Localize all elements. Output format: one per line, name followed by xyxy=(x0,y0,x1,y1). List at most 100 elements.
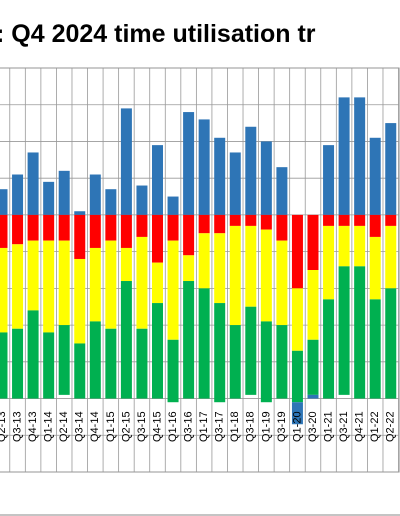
chart-title: : Q4 2024 time utilisation tr xyxy=(0,20,316,48)
bar-segment xyxy=(307,394,319,399)
bar-segment xyxy=(229,152,241,215)
bar-segment xyxy=(43,181,55,215)
bar-segment xyxy=(89,321,101,399)
bar-segment xyxy=(276,240,288,326)
bar-segment xyxy=(260,321,272,403)
bar-segment xyxy=(12,244,24,329)
x-tick-label: Q3-17 xyxy=(214,411,226,442)
bar-segment xyxy=(152,214,163,263)
bar-segment xyxy=(74,258,86,344)
bar-segment xyxy=(198,214,210,234)
bar-segment xyxy=(307,339,319,395)
bar-segment xyxy=(152,262,163,304)
x-tick-label: Q3-15 xyxy=(136,411,148,442)
bar-segment xyxy=(214,233,226,304)
x-tick-label: Q1-22 xyxy=(369,411,381,442)
x-tick-label: Q3-13 xyxy=(11,411,23,442)
bar-segment xyxy=(105,240,117,329)
x-tick-label: Q1-21 xyxy=(322,411,334,442)
bar-segment xyxy=(307,214,319,270)
bar-segment xyxy=(167,339,179,403)
x-tick-label: Q1-19 xyxy=(260,411,272,442)
bar-segment xyxy=(120,214,132,248)
bar-segment xyxy=(260,229,272,322)
bar-segment xyxy=(338,214,350,226)
bar-segment xyxy=(167,214,179,241)
bar-segment xyxy=(12,214,24,245)
bar-segment xyxy=(120,247,132,282)
bar-segment xyxy=(89,247,101,322)
bar-segment xyxy=(369,299,381,399)
x-tick-label: Q4-14 xyxy=(89,411,101,442)
bar-segment xyxy=(276,167,288,215)
bar-segment xyxy=(43,332,55,399)
bar-segment xyxy=(229,325,241,399)
bar-segment xyxy=(105,214,117,241)
x-tick-label: Q2-13 xyxy=(0,411,8,442)
x-tick-label: Q1-14 xyxy=(43,411,55,442)
bar-segment xyxy=(323,145,335,215)
bar-segment xyxy=(245,126,257,215)
bar-segment xyxy=(183,112,195,215)
bar-segment xyxy=(291,214,303,289)
bar-segment xyxy=(167,196,179,215)
bar-segment xyxy=(291,288,303,351)
bar-segment xyxy=(354,97,366,215)
bar-segment xyxy=(323,225,335,300)
x-tick-label: Q2-22 xyxy=(385,411,397,442)
bar-segment xyxy=(385,123,397,215)
x-tick-label: Q4-15 xyxy=(151,411,163,442)
bar-segment xyxy=(58,170,70,215)
bar-segment xyxy=(27,152,39,215)
bar-segment xyxy=(58,325,70,395)
x-tick-label: Q3-21 xyxy=(338,411,350,442)
x-tick-label: Q3-16 xyxy=(183,411,195,442)
bar-segment xyxy=(89,214,101,248)
bar-segment xyxy=(385,288,397,399)
bar-segment xyxy=(58,240,70,326)
bar-segment xyxy=(369,214,381,237)
bar-segment xyxy=(167,240,179,340)
x-tick-label: Q1-15 xyxy=(105,411,117,442)
x-tick-label: Q2-14 xyxy=(58,411,70,442)
x-tick-label: Q1-20 xyxy=(291,411,303,442)
bar-segment xyxy=(385,225,397,289)
bar-segment xyxy=(12,328,24,399)
bar-segment xyxy=(136,236,148,329)
bar-segment xyxy=(27,310,39,399)
bar-segment xyxy=(385,214,397,226)
bar-segment xyxy=(260,214,272,230)
bar-segment xyxy=(89,174,101,215)
bar-segment xyxy=(43,214,55,241)
bar-segment xyxy=(229,214,241,226)
bar-segment xyxy=(354,225,366,267)
bar-segment xyxy=(0,189,8,215)
bar-segment xyxy=(245,306,257,395)
bar-segment xyxy=(276,214,288,241)
bar-segment xyxy=(214,214,226,234)
bar-segment xyxy=(0,214,8,248)
bar-segment xyxy=(198,288,210,399)
bar-segment xyxy=(74,343,86,399)
bar-segment xyxy=(183,281,195,399)
bar-segment xyxy=(58,214,70,241)
bar-segment xyxy=(214,303,226,403)
bar-segment xyxy=(136,214,148,237)
x-tick-label: Q1-17 xyxy=(198,411,210,442)
bar-segment xyxy=(354,266,366,399)
bar-segment xyxy=(120,108,132,215)
bar-segment xyxy=(152,145,163,215)
bar-segment xyxy=(338,225,350,267)
bar-segment xyxy=(12,174,24,215)
x-tick-label: Q3-14 xyxy=(74,411,86,442)
bar-segment xyxy=(323,299,335,399)
bar-segment xyxy=(245,225,257,307)
bar-segment xyxy=(276,325,288,399)
x-tick-label: Q1-16 xyxy=(167,411,179,442)
bar-segment xyxy=(338,97,350,215)
bar-segment xyxy=(74,214,86,259)
bar-segment xyxy=(43,240,55,333)
bar-segment xyxy=(291,402,303,425)
x-tick-label: Q3-18 xyxy=(245,411,257,442)
